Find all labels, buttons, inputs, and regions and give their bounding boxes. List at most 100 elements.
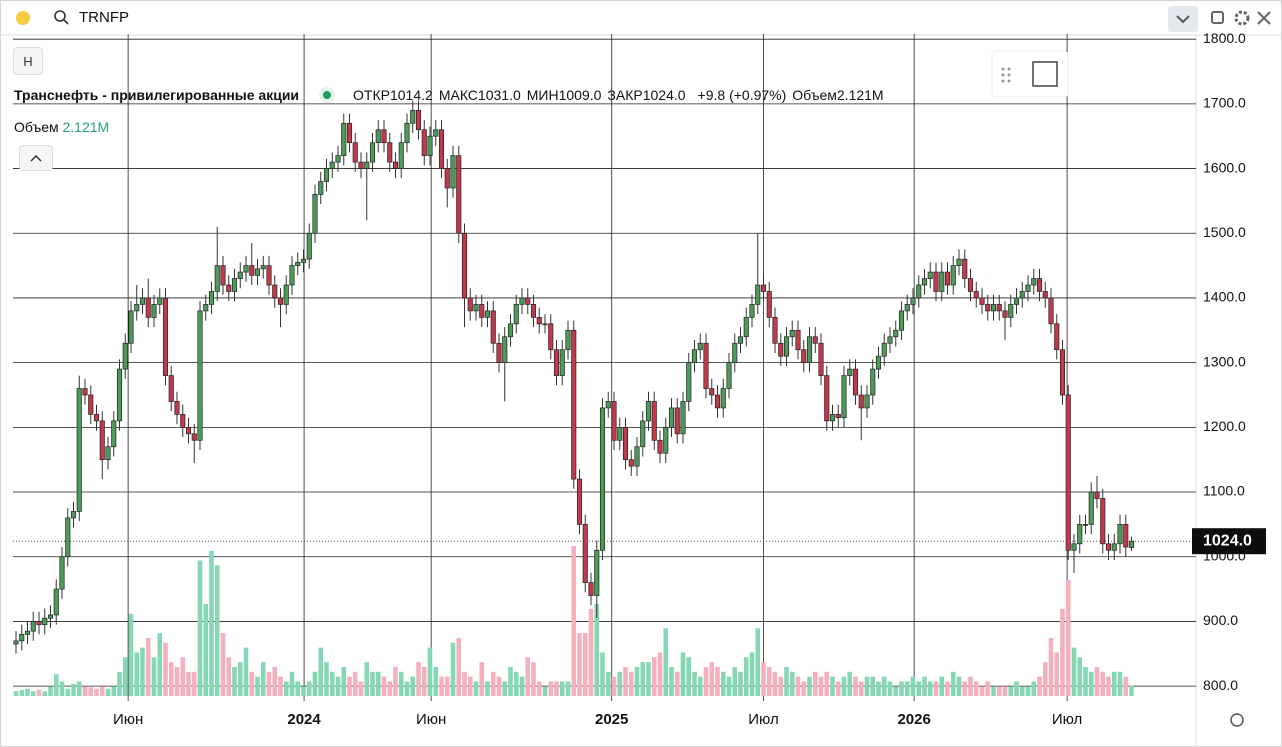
candle-body: [306, 232, 312, 260]
volume-bar: [375, 671, 381, 696]
legend: Транснефть - привилегированные акции ОТК…: [14, 87, 884, 103]
y-tick-label: 1200.0: [1203, 418, 1246, 434]
candle-body: [858, 394, 864, 409]
ohlc-value: 1014.2: [389, 87, 433, 103]
volume-bar: [416, 662, 421, 696]
settings-button[interactable]: [1234, 10, 1250, 26]
candle-body: [617, 426, 623, 441]
volume-bar: [266, 671, 272, 696]
volume-bar: [1117, 671, 1123, 696]
volume-bar: [876, 681, 881, 696]
window-button[interactable]: [1211, 11, 1224, 24]
candle-body: [1128, 540, 1135, 548]
y-tick-label: 1700.0: [1203, 95, 1246, 111]
volume-bar: [191, 671, 197, 696]
dropdown[interactable]: [1168, 6, 1198, 32]
candle-body: [433, 129, 439, 137]
last-price-tag: [1192, 528, 1266, 555]
volume-bar: [1019, 686, 1025, 696]
candle-body: [824, 375, 830, 422]
candle-body: [318, 181, 324, 195]
rect-tool[interactable]: [1032, 61, 1058, 87]
candle-body: [921, 278, 928, 286]
volume-bar: [36, 689, 42, 696]
volume-bar: [473, 681, 479, 696]
candle-body: [599, 407, 606, 551]
volume-bar: [502, 681, 508, 696]
volume-bar: [663, 628, 669, 696]
candle-body: [732, 342, 738, 363]
candle-body: [530, 304, 537, 318]
volume-bar: [13, 691, 19, 696]
volume-bar: [634, 666, 640, 696]
candle-body: [346, 122, 353, 144]
volume-bar: [301, 686, 306, 696]
volume-bar: [25, 688, 30, 696]
candle-body: [829, 414, 836, 422]
volume-bar: [444, 676, 450, 696]
candle-body: [962, 258, 968, 279]
volume-bar: [870, 676, 876, 696]
search-icon[interactable]: [54, 10, 66, 22]
collapse-button[interactable]: [19, 145, 53, 171]
candle-body: [812, 336, 818, 344]
volume-bar: [979, 686, 985, 696]
candle-body: [237, 271, 243, 279]
close-button[interactable]: [1257, 11, 1271, 25]
volume-bar: [640, 662, 646, 696]
candle-body: [663, 426, 669, 454]
candle-body: [864, 394, 870, 409]
x-tick-label: 2024: [287, 711, 321, 728]
candle-body: [335, 155, 341, 163]
candle-body: [185, 426, 192, 435]
candle-body: [99, 420, 105, 461]
volume-bar: [117, 671, 122, 696]
candle-body: [496, 342, 502, 363]
candle-body: [151, 304, 157, 318]
volume-bar: [973, 681, 979, 696]
hide-button[interactable]: Н: [13, 47, 43, 75]
ohlc-label: МАКС: [438, 87, 478, 103]
volume-legend: Объем 2.121M: [14, 119, 109, 135]
candle-body: [720, 388, 726, 409]
volume-bar: [456, 637, 462, 696]
candle-body: [634, 446, 640, 467]
candle-body: [680, 401, 686, 435]
candle-body: [375, 129, 381, 144]
volume-bar: [605, 671, 611, 696]
candle-body: [312, 194, 318, 234]
candle-body: [766, 291, 772, 318]
volume-bar: [157, 633, 163, 696]
volume-bar: [99, 686, 105, 696]
volume-bar: [542, 686, 548, 696]
candle-body: [1048, 297, 1054, 325]
volume-bar: [703, 666, 709, 696]
volume-bar: [508, 666, 513, 696]
volume-bar: [864, 676, 870, 696]
volume-bar: [531, 662, 536, 696]
volume-bar: [30, 691, 36, 696]
volume-bar: [956, 676, 962, 696]
candle-body: [220, 265, 226, 286]
volume-bar: [168, 662, 174, 696]
candle-body: [266, 265, 272, 286]
candle-body: [174, 401, 180, 415]
candle-body: [760, 284, 767, 292]
volume-bar: [594, 604, 600, 696]
symbol[interactable]: TRNFP: [79, 9, 129, 26]
volume-bar: [835, 681, 841, 696]
volume-bar: [536, 681, 542, 696]
chevron-up: [30, 154, 42, 162]
candle-body: [272, 284, 278, 299]
candle-body: [111, 420, 117, 448]
volume-bar: [611, 676, 617, 696]
volume-bar: [588, 608, 594, 696]
axis-settings[interactable]: [1230, 713, 1244, 727]
volume-bar: [525, 657, 531, 696]
volume-bar: [1111, 671, 1117, 696]
volume-bar: [439, 676, 444, 696]
volume-bar: [548, 681, 554, 696]
x-tick-label: Июл: [748, 711, 778, 728]
volume-bar: [88, 687, 94, 696]
volume-bar: [807, 676, 812, 696]
